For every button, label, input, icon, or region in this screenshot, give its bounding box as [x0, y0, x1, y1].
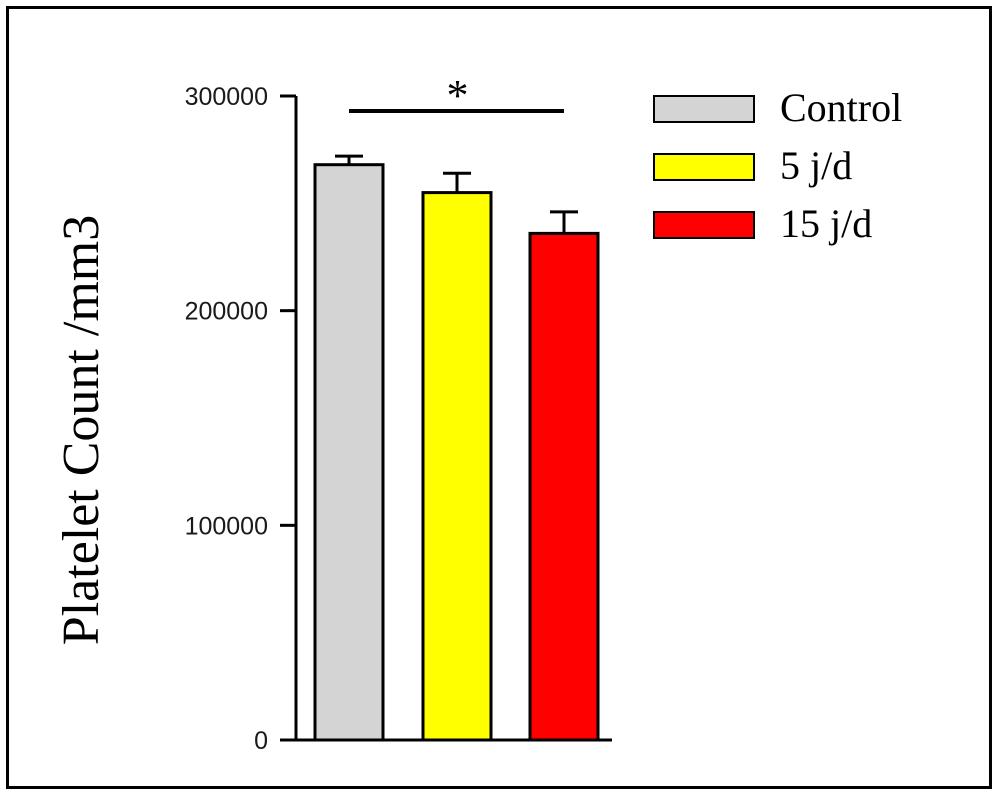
legend-label: 15 j/d: [780, 201, 872, 246]
y-axis-label: Platelet Count /mm3: [53, 215, 110, 645]
bar: [313, 163, 385, 742]
y-tick-label: 0: [254, 727, 268, 755]
bar: [421, 191, 493, 742]
y-tick-label: 100000: [185, 512, 268, 540]
legend-label: Control: [780, 85, 902, 130]
legend-label: 5 j/d: [780, 143, 852, 188]
legend-swatch: [653, 211, 755, 239]
y-tick-label: 200000: [185, 298, 268, 326]
chart-frame: [6, 6, 992, 789]
legend-swatch: [653, 153, 755, 181]
bar: [528, 231, 600, 742]
significance-star: *: [447, 71, 469, 120]
legend-swatch: [653, 95, 755, 123]
y-tick-label: 300000: [185, 83, 268, 111]
